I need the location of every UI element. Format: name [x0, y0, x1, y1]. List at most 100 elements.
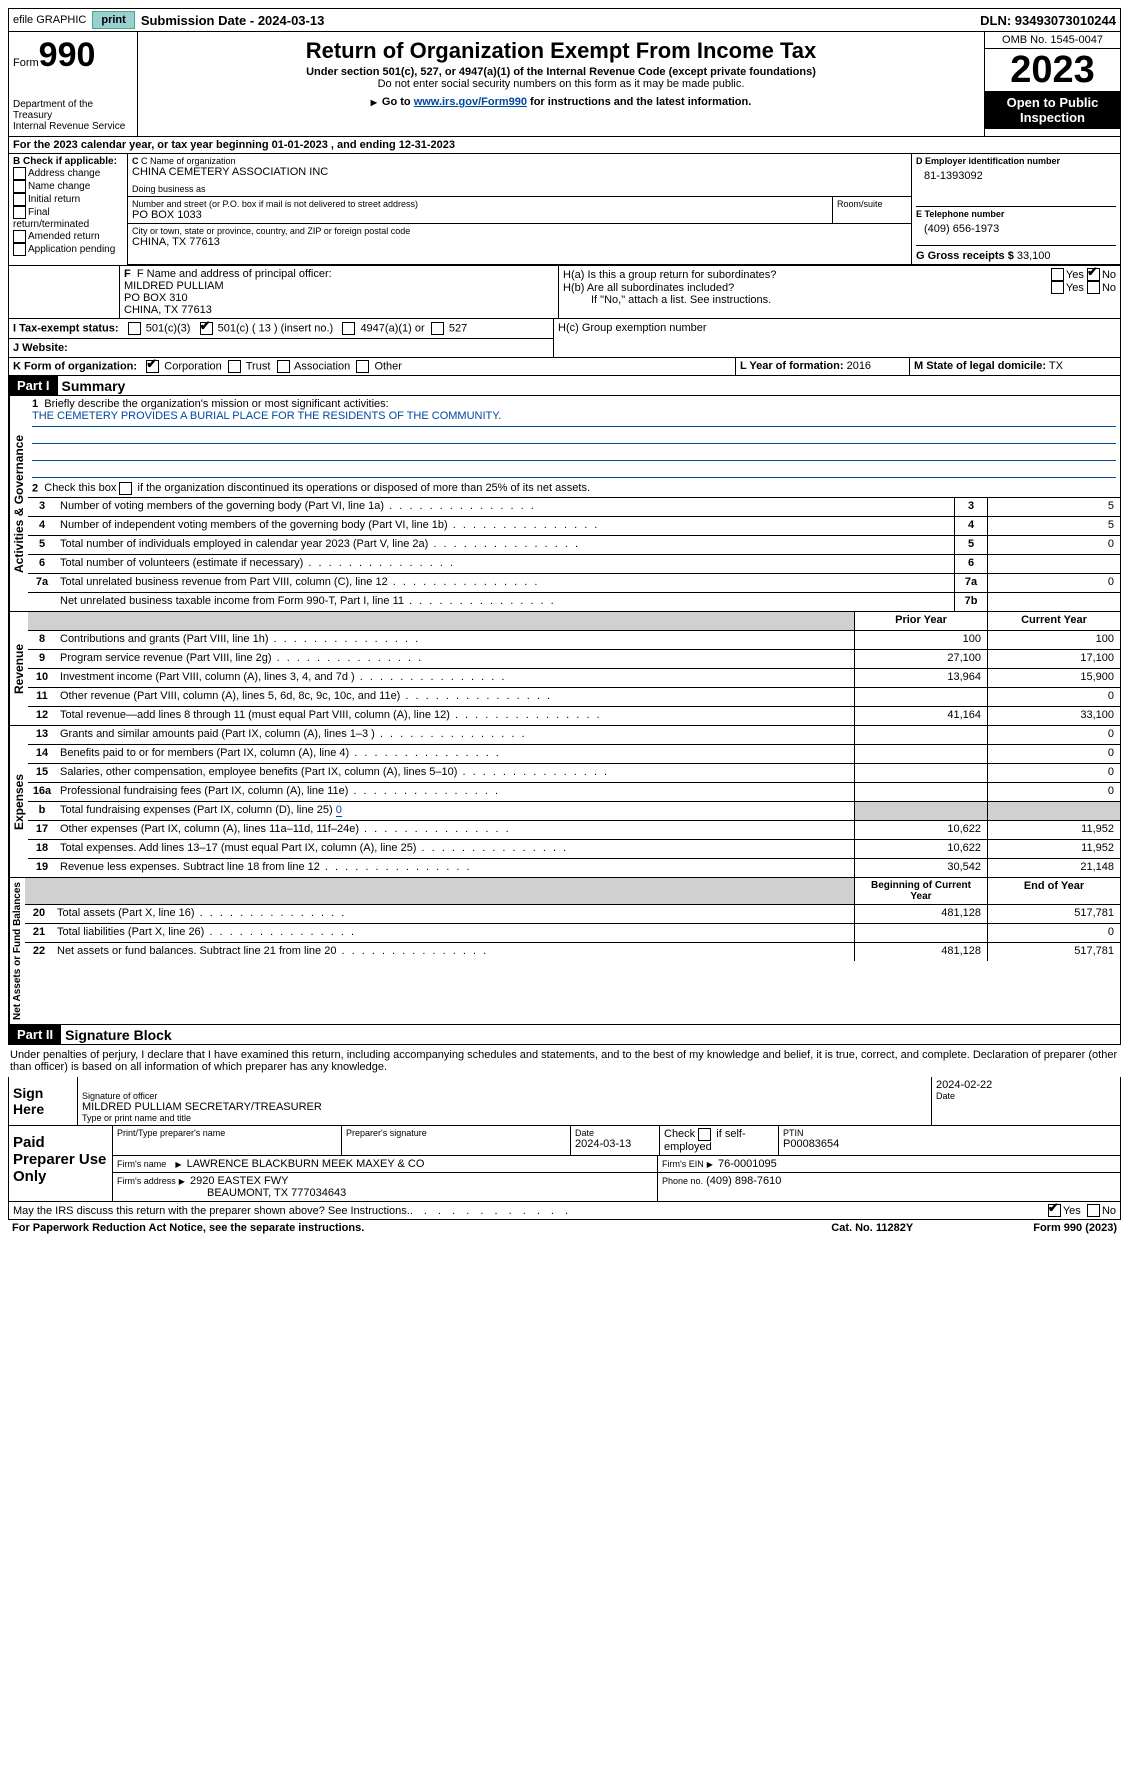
ein-value: 81-1393092 — [916, 166, 1116, 182]
goto-link[interactable]: www.irs.gov/Form990 — [414, 96, 527, 108]
form-ref: Form 990 (2023) — [1033, 1222, 1117, 1234]
street-label: Number and street (or P.O. box if mail i… — [132, 199, 828, 209]
efile-label: efile GRAPHIC — [13, 14, 86, 26]
summary-row: 19Revenue less expenses. Subtract line 1… — [28, 859, 1120, 877]
summary-row: 21Total liabilities (Part X, line 26)0 — [25, 924, 1120, 943]
year-formation-value: 2016 — [847, 360, 871, 372]
preparer-date-label: Date — [575, 1128, 655, 1138]
arrow-icon — [179, 1175, 187, 1187]
website-label: J Website: — [13, 342, 68, 354]
mission-blank-3 — [32, 461, 1116, 478]
status-block: I Tax-exempt status: 501(c)(3) 501(c) ( … — [8, 319, 1121, 358]
assoc-checkbox[interactable] — [277, 360, 290, 373]
ssn-note: Do not enter social security numbers on … — [144, 78, 978, 90]
open-public-badge: Open to Public Inspection — [985, 91, 1120, 129]
discuss-yes-checkbox[interactable] — [1048, 1204, 1061, 1217]
summary-row: 20Total assets (Part X, line 16)481,1285… — [25, 905, 1120, 924]
phone-value: (409) 656-1973 — [916, 219, 1116, 235]
form-subtitle: Under section 501(c), 527, or 4947(a)(1)… — [144, 66, 978, 78]
firm-addr1-value: 2920 EASTEX FWY — [190, 1175, 288, 1187]
discuss-no-checkbox[interactable] — [1087, 1204, 1100, 1217]
discontinued-checkbox[interactable] — [119, 482, 132, 495]
discuss-row: May the IRS discuss this return with the… — [8, 1202, 1121, 1220]
summary-row: 13Grants and similar amounts paid (Part … — [28, 726, 1120, 745]
declaration-text: Under penalties of perjury, I declare th… — [8, 1045, 1121, 1077]
paid-preparer-label: Paid Preparer Use Only — [9, 1126, 113, 1201]
revenue-section: Revenue Prior Year Current Year 8Contrib… — [8, 612, 1121, 726]
part2-title: Signature Block — [65, 1027, 172, 1043]
boy-header: Beginning of Current Year — [854, 878, 987, 904]
arrow-icon — [707, 1158, 715, 1170]
initial-return-checkbox[interactable] — [13, 193, 26, 206]
summary-row: 7aTotal unrelated business revenue from … — [28, 574, 1120, 593]
hb-no-checkbox[interactable] — [1087, 281, 1100, 294]
preparer-name-label: Print/Type preparer's name — [117, 1128, 337, 1138]
self-employed-checkbox[interactable] — [698, 1128, 711, 1141]
governance-section: Activities & Governance 1 Briefly descri… — [8, 396, 1121, 612]
address-change-checkbox[interactable] — [13, 167, 26, 180]
form-org-label: K Form of organization: — [13, 360, 137, 372]
summary-row: 12Total revenue—add lines 8 through 11 (… — [28, 707, 1120, 725]
gross-receipts-label: G Gross receipts $ — [916, 250, 1014, 262]
firm-phone-label: Phone no. — [662, 1176, 703, 1186]
officer-name-label: Type or print name and title — [82, 1113, 927, 1123]
summary-row: 8Contributions and grants (Part VIII, li… — [28, 631, 1120, 650]
officer-addr2: CHINA, TX 77613 — [124, 304, 554, 316]
summary-row: bTotal fundraising expenses (Part IX, co… — [28, 802, 1120, 821]
4947-checkbox[interactable] — [342, 322, 355, 335]
summary-row: 4Number of independent voting members of… — [28, 517, 1120, 536]
mission-text: THE CEMETERY PROVIDES A BURIAL PLACE FOR… — [32, 410, 1116, 427]
amended-return-checkbox[interactable] — [13, 230, 26, 243]
arrow-icon — [175, 1158, 183, 1170]
officer-group-block: F F Name and address of principal office… — [8, 266, 1121, 319]
part1-title: Summary — [62, 378, 126, 394]
identity-block: B Check if applicable: Address change Na… — [8, 154, 1121, 266]
summary-row: 15Salaries, other compensation, employee… — [28, 764, 1120, 783]
box-b: B Check if applicable: Address change Na… — [9, 154, 128, 265]
line1-text: Briefly describe the organization's miss… — [44, 398, 388, 410]
other-checkbox[interactable] — [356, 360, 369, 373]
part2-bar: Part II Signature Block — [8, 1025, 1121, 1045]
corp-checkbox[interactable] — [146, 360, 159, 373]
trust-checkbox[interactable] — [228, 360, 241, 373]
officer-label: F F Name and address of principal office… — [124, 268, 554, 280]
ein-label: D Employer identification number — [916, 156, 1116, 166]
part2-label: Part II — [9, 1025, 61, 1044]
paid-preparer-block: Paid Preparer Use Only Print/Type prepar… — [8, 1126, 1121, 1202]
self-employed-label: Check if self-employed — [664, 1128, 746, 1153]
summary-row: 9Program service revenue (Part VIII, lin… — [28, 650, 1120, 669]
paperwork-notice: For Paperwork Reduction Act Notice, see … — [12, 1222, 364, 1234]
ha-no-checkbox[interactable] — [1087, 268, 1100, 281]
501c-checkbox[interactable] — [200, 322, 213, 335]
cat-no: Cat. No. 11282Y — [831, 1222, 913, 1234]
final-return-checkbox[interactable] — [13, 206, 26, 219]
ha-yes-checkbox[interactable] — [1051, 268, 1064, 281]
summary-row: 14Benefits paid to or for members (Part … — [28, 745, 1120, 764]
summary-row: 5Total number of individuals employed in… — [28, 536, 1120, 555]
footer-final: For Paperwork Reduction Act Notice, see … — [8, 1220, 1121, 1236]
ptin-label: PTIN — [783, 1128, 1116, 1138]
tax-year: 2023 — [985, 49, 1120, 91]
domicile-value: TX — [1049, 360, 1063, 372]
dln-label: DLN: 93493073010244 — [980, 13, 1116, 28]
firm-addr-label: Firm's address — [117, 1176, 176, 1186]
application-pending-checkbox[interactable] — [13, 243, 26, 256]
hb-label: H(b) Are all subordinates included? — [563, 282, 1051, 294]
527-checkbox[interactable] — [431, 322, 444, 335]
summary-row: 6Total number of volunteers (estimate if… — [28, 555, 1120, 574]
print-button[interactable]: print — [92, 11, 134, 29]
omb-number: OMB No. 1545-0047 — [985, 32, 1120, 49]
netassets-vlabel: Net Assets or Fund Balances — [9, 878, 25, 1024]
summary-row: 17Other expenses (Part IX, column (A), l… — [28, 821, 1120, 840]
arrow-icon — [371, 96, 379, 108]
form-number: Form990 — [13, 36, 133, 75]
501c3-checkbox[interactable] — [128, 322, 141, 335]
summary-row: 22Net assets or fund balances. Subtract … — [25, 943, 1120, 961]
goto-prefix: Go to — [382, 96, 414, 108]
summary-row: 3Number of voting members of the governi… — [28, 498, 1120, 517]
dba-label: Doing business as — [132, 184, 907, 194]
summary-row: 11Other revenue (Part VIII, column (A), … — [28, 688, 1120, 707]
sign-date-label: Date — [936, 1091, 1116, 1101]
hb-yes-checkbox[interactable] — [1051, 281, 1064, 294]
name-change-checkbox[interactable] — [13, 180, 26, 193]
